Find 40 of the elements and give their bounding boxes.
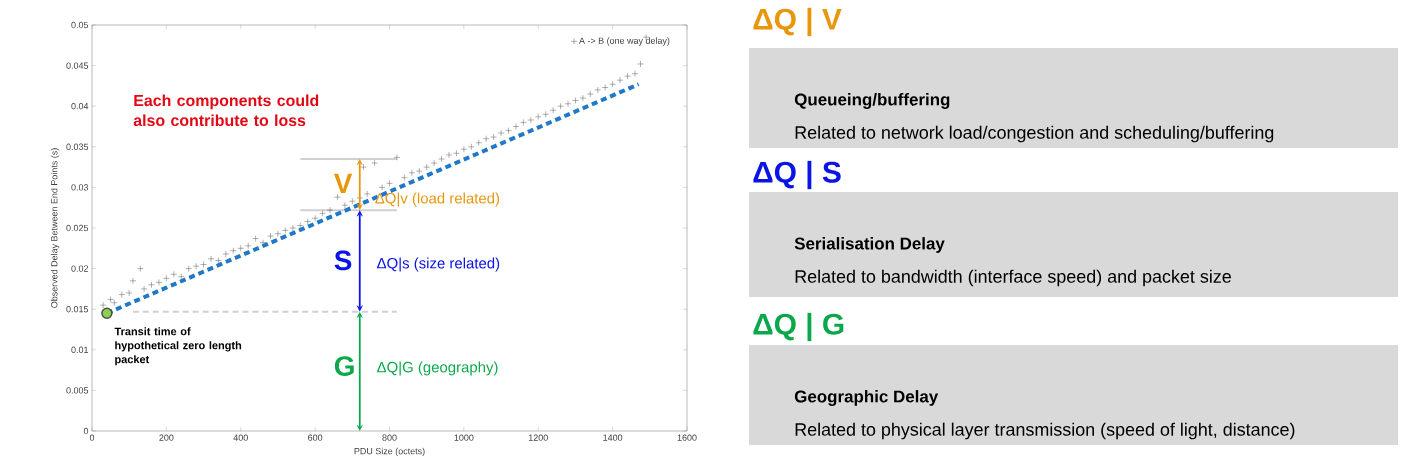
annotation: Transit time of hypothetical zero length packet [114,327,242,366]
y-tick-label: 0.005 [66,387,89,394]
y-tick-label: 0.02 [71,265,89,272]
x-tick-label: 600 [308,434,323,441]
text: Serialisation Delay [794,237,945,253]
x-tick-label: 1400 [603,434,623,441]
y-tick-label: 0.015 [66,306,89,313]
text: ΔQ | G [753,312,844,342]
y-tick-label: 0.04 [71,103,89,110]
x-tick-label: 1000 [454,434,474,441]
y-tick-label: 0.045 [66,62,89,69]
annotation: Each components could also contribute to loss [133,94,319,127]
annotation: ΔQ|G (geography) [377,361,498,376]
text: Geographic Delay [794,390,939,406]
text: Queueing/buffering [794,93,950,109]
x-tick-label: 1200 [528,434,548,441]
text: ΔQ | S [753,160,841,190]
y-tick-label: 0.03 [71,184,89,191]
y-tick-label: 0.05 [71,21,89,29]
x-tick-label: 0 [89,434,95,441]
annotation: ΔQ|v (load related) [375,192,500,207]
annotation: V [333,173,353,193]
y-axis-title: Observed Delay Between End Points (s) [50,148,60,308]
y-tick-label: 0 [83,427,89,435]
x-axis-title: PDU Size (octets) [354,447,425,457]
y-tick-label: 0.035 [66,143,89,150]
annotation: S [334,250,352,271]
annotation: ΔQ|s (size related) [377,257,500,272]
text: ΔQ | V [753,7,842,37]
annotation: G [334,356,354,376]
text: Related to network load/congestion and scheduling/buffering [795,125,1274,143]
y-tick-label: 0.025 [66,224,89,232]
text: Related to physical layer transmission (speed of light, distance) [795,422,1295,440]
x-tick-label: 400 [233,434,248,441]
x-tick-label: 1600 [677,434,697,441]
x-tick-label: 200 [159,434,174,441]
legend-label: A -> B (one way delay) [578,37,670,46]
x-tick-label: 800 [382,434,397,441]
text: Related to bandwidth (interface speed) and packet size [795,269,1231,287]
y-tick-label: 0.01 [71,346,89,353]
